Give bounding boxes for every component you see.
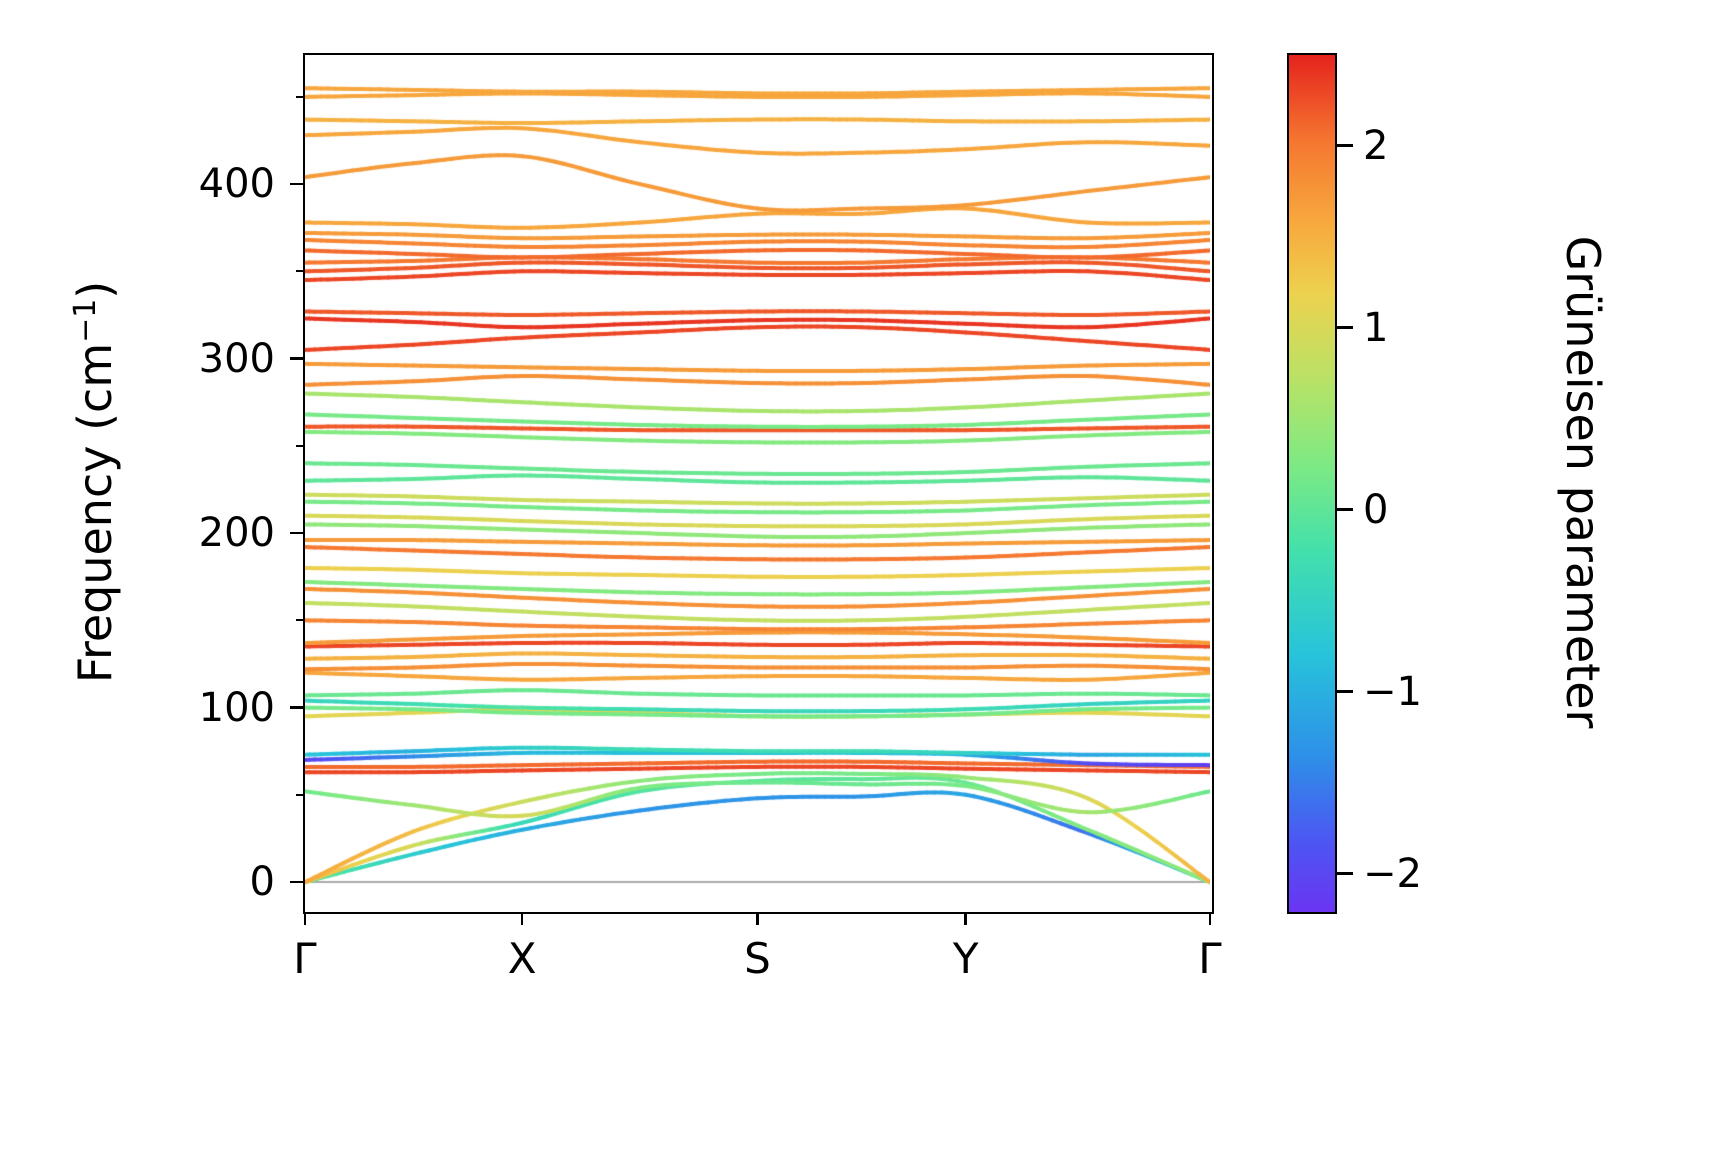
colorbar-tick-label: 0 — [1363, 486, 1389, 533]
y-tick-label: 300 — [198, 335, 275, 382]
y-minor-tick — [296, 793, 303, 796]
colorbar-tick — [1337, 326, 1353, 330]
x-tick — [756, 912, 759, 925]
colorbar-tick — [1337, 508, 1353, 512]
y-tick-label: 100 — [198, 684, 275, 731]
y-tick — [290, 880, 303, 884]
x-tick-label: Γ — [1198, 934, 1222, 983]
x-tick-label: S — [744, 934, 771, 983]
y-tick — [290, 531, 303, 535]
colorbar-tick-label: 1 — [1363, 304, 1389, 351]
y-tick-label: 0 — [249, 859, 275, 906]
y-axis-label: Frequency (cm−1) — [68, 281, 122, 683]
colorbar-label: Grüneisen parameter — [1556, 235, 1610, 729]
x-tick — [303, 912, 307, 925]
colorbar-gradient — [1289, 55, 1335, 912]
y-minor-tick — [296, 444, 303, 447]
x-tick-label: Y — [952, 934, 979, 983]
y-tick-label: 400 — [198, 161, 275, 208]
phonon-band-canvas — [305, 55, 1210, 910]
colorbar — [1287, 53, 1337, 914]
colorbar-tick-label: 2 — [1363, 122, 1389, 169]
y-axis-label-text: Frequency (cm — [68, 342, 123, 684]
x-tick-label: X — [507, 934, 537, 983]
y-minor-tick — [296, 270, 303, 273]
colorbar-tick — [1337, 872, 1353, 876]
x-tick-label: Γ — [293, 934, 317, 983]
colorbar-tick-label: −2 — [1363, 850, 1422, 897]
y-tick-label: 200 — [198, 510, 275, 557]
y-minor-tick — [296, 95, 303, 98]
x-tick — [964, 912, 967, 925]
x-tick — [1208, 912, 1212, 925]
y-minor-tick — [296, 619, 303, 622]
colorbar-tick — [1337, 144, 1353, 148]
y-tick — [290, 182, 303, 186]
y-axis-label-superscript: −1 — [67, 298, 103, 343]
y-axis-label-suffix: ) — [68, 280, 123, 299]
y-tick — [290, 706, 303, 709]
y-tick — [290, 357, 303, 360]
colorbar-tick-label: −1 — [1363, 668, 1422, 715]
x-tick — [520, 912, 524, 925]
colorbar-tick — [1337, 690, 1353, 694]
